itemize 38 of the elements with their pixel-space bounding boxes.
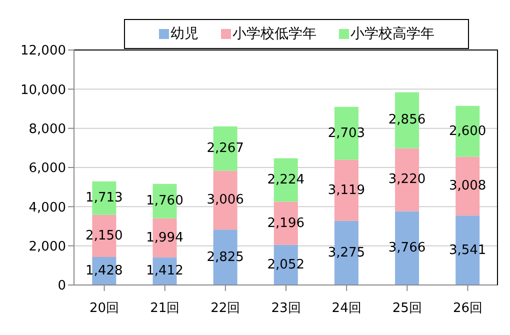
data-label: 2,825 (206, 250, 244, 265)
y-tick-label: 12,000 (20, 44, 66, 59)
x-tick-label: 26回 (452, 301, 482, 316)
x-tick-label: 23回 (271, 301, 301, 316)
data-label: 3,119 (328, 182, 366, 198)
y-tick-label: 6,000 (28, 161, 66, 176)
data-label: 2,224 (267, 172, 304, 188)
data-label: 2,703 (328, 126, 366, 141)
data-label: 3,006 (206, 192, 244, 208)
x-tick-label: 20回 (90, 301, 120, 316)
data-label: 1,760 (146, 194, 184, 209)
y-tick-label: 2,000 (28, 239, 66, 254)
data-label: 1,412 (146, 264, 184, 279)
y-tick-label: 10,000 (20, 82, 66, 98)
data-label: 2,196 (267, 216, 304, 231)
data-label: 3,541 (448, 242, 486, 258)
y-tick-label: 4,000 (28, 200, 66, 216)
data-label: 2,600 (448, 124, 486, 139)
legend-label: 幼児 (170, 25, 198, 43)
data-label: 2,150 (86, 228, 123, 244)
data-label: 2,052 (267, 257, 304, 272)
data-label: 1,428 (86, 264, 123, 279)
data-label: 3,275 (328, 245, 366, 260)
y-tick-label: 0 (58, 278, 66, 294)
data-label: 2,267 (206, 141, 244, 156)
x-tick-label: 21回 (150, 301, 180, 316)
x-tick-label: 22回 (210, 301, 240, 316)
data-label: 1,994 (146, 230, 184, 246)
x-tick-label: 25回 (392, 301, 422, 316)
data-label: 3,766 (388, 240, 426, 256)
legend-label: 小学校高学年 (350, 25, 434, 43)
data-label: 3,008 (448, 178, 486, 194)
data-label: 2,856 (388, 112, 426, 128)
data-label: 1,713 (86, 190, 123, 206)
data-label: 3,220 (388, 172, 426, 188)
x-tick-label: 24回 (332, 301, 362, 316)
y-tick-label: 8,000 (28, 122, 66, 137)
legend-label: 小学校低学年 (232, 25, 316, 43)
